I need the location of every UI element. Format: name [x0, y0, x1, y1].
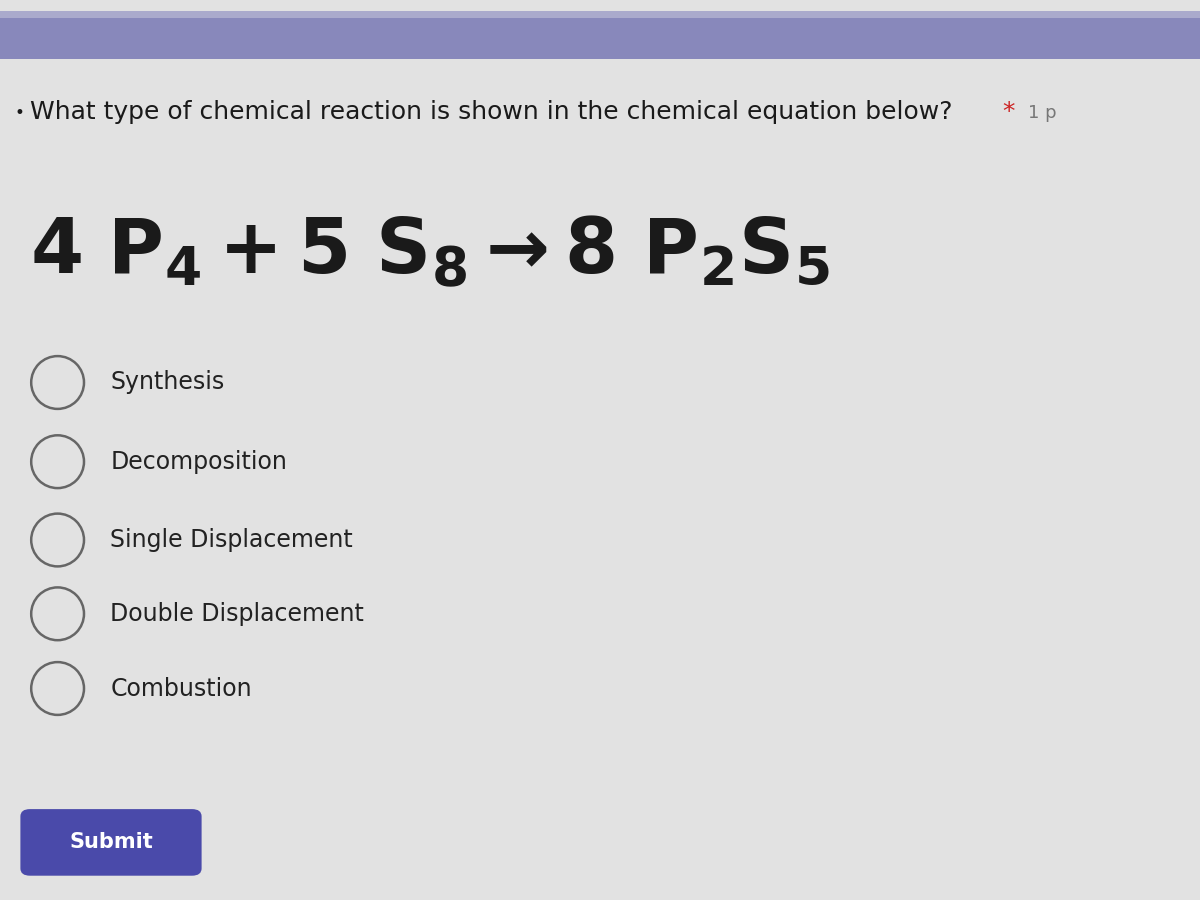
FancyBboxPatch shape	[20, 809, 202, 876]
FancyBboxPatch shape	[0, 11, 1200, 18]
Text: Synthesis: Synthesis	[110, 371, 224, 394]
Text: Double Displacement: Double Displacement	[110, 602, 365, 626]
FancyBboxPatch shape	[0, 18, 1200, 58]
Text: Decomposition: Decomposition	[110, 450, 287, 473]
Text: •: •	[14, 104, 24, 122]
Text: What type of chemical reaction is shown in the chemical equation below?: What type of chemical reaction is shown …	[30, 101, 953, 124]
Text: 1 p: 1 p	[1028, 104, 1057, 122]
Text: *: *	[1002, 100, 1014, 123]
Text: Combustion: Combustion	[110, 677, 252, 700]
Text: Submit: Submit	[70, 832, 152, 852]
Text: Single Displacement: Single Displacement	[110, 528, 353, 552]
Text: $\mathbf{4\ P_4 + 5\ S_8 \rightarrow 8\ P_2S_5}$: $\mathbf{4\ P_4 + 5\ S_8 \rightarrow 8\ …	[30, 213, 829, 291]
